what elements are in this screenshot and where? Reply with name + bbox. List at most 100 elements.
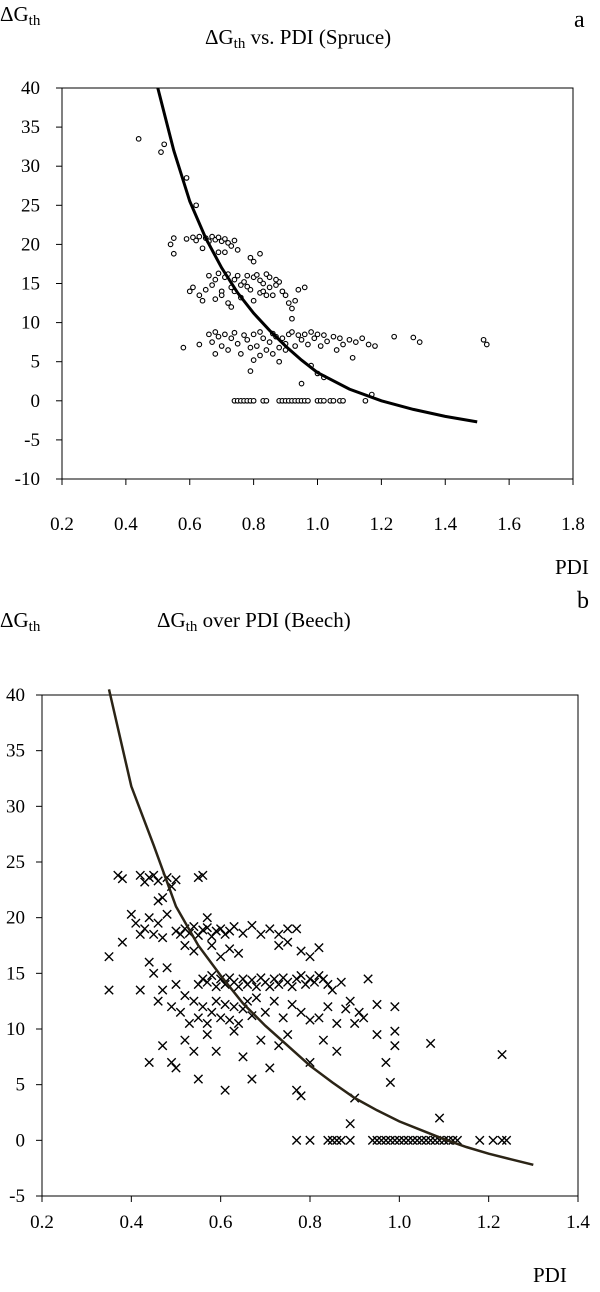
panel-b-point bbox=[305, 1135, 315, 1146]
panel-a-point bbox=[266, 274, 273, 281]
panel-b-point bbox=[291, 974, 302, 984]
panel-b-y-tick-label: 25 bbox=[6, 852, 25, 873]
panel-a-point bbox=[215, 270, 222, 277]
panel-b-point bbox=[202, 1018, 212, 1029]
panel-b-point bbox=[425, 1038, 436, 1049]
panel-b-point bbox=[332, 1135, 342, 1146]
panel-b-point bbox=[202, 912, 212, 923]
panel-a-point bbox=[231, 237, 238, 244]
panel-a-point bbox=[225, 300, 231, 306]
panel-a-point bbox=[257, 277, 263, 284]
panel-a-point bbox=[308, 329, 314, 335]
panel-b-point bbox=[372, 1135, 382, 1146]
panel-a-point bbox=[250, 297, 257, 304]
panel-b-y-tick-label: 5 bbox=[16, 1075, 26, 1096]
panel-a-point bbox=[410, 334, 417, 341]
panel-a-point bbox=[359, 335, 366, 342]
panel-b-point bbox=[314, 970, 324, 981]
panel-b-point bbox=[157, 985, 168, 995]
panel-a-plot-frame bbox=[61, 87, 574, 480]
panel-b-point bbox=[135, 870, 145, 881]
panel-b-plot-frame bbox=[41, 694, 579, 1197]
panel-a-y-tick-label: 10 bbox=[21, 313, 40, 334]
panel-b-point bbox=[153, 996, 163, 1006]
panel-a-point bbox=[352, 339, 359, 346]
panel-a-point bbox=[202, 286, 209, 293]
panel-a-point bbox=[257, 329, 263, 335]
panel-b-point bbox=[189, 946, 199, 956]
panel-a-fit-curve bbox=[156, 87, 478, 424]
panel-b-point bbox=[488, 1135, 498, 1146]
panel-a-point bbox=[311, 335, 318, 342]
panel-b-point bbox=[434, 1113, 445, 1123]
panel-a-point bbox=[250, 258, 257, 265]
panel-b-point bbox=[318, 974, 329, 984]
panel-b-point bbox=[135, 929, 145, 940]
panel-a-letter: a bbox=[574, 7, 585, 33]
panel-b-point bbox=[215, 1013, 226, 1023]
panel-b-point bbox=[247, 1010, 257, 1021]
panel-b-point bbox=[394, 1135, 405, 1146]
panel-a-point bbox=[346, 336, 353, 343]
panel-b-point bbox=[215, 974, 226, 984]
panel-b-point bbox=[287, 981, 297, 992]
panel-b-point bbox=[318, 1035, 329, 1045]
panel-a-point bbox=[183, 175, 190, 181]
panel-a-point bbox=[483, 341, 490, 348]
panel-a-point bbox=[362, 397, 369, 404]
panel-b-point bbox=[189, 1046, 199, 1056]
panel-b-point bbox=[300, 979, 311, 990]
panel-b-point bbox=[229, 921, 239, 932]
panel-a-point bbox=[298, 336, 305, 343]
panel-a-point bbox=[372, 343, 378, 349]
panel-a-point bbox=[305, 341, 311, 348]
panel-b-point bbox=[220, 979, 230, 990]
panel-a-x-tick-label: 1.8 bbox=[561, 514, 585, 535]
panel-a-point bbox=[241, 279, 247, 285]
panel-a-point bbox=[238, 351, 244, 357]
panel-b-point bbox=[153, 876, 163, 886]
panel-b-point bbox=[296, 1007, 306, 1017]
panel-b-point bbox=[198, 1002, 208, 1012]
panel-a-point bbox=[250, 357, 257, 363]
panel-b-title: ΔGth over PDI (Beech) bbox=[157, 608, 351, 635]
panel-b-point bbox=[224, 1015, 235, 1025]
panel-b-y-tick-label: 30 bbox=[6, 796, 25, 817]
panel-a-point bbox=[314, 331, 321, 338]
panel-a-point bbox=[241, 332, 247, 338]
panel-b-points bbox=[104, 870, 512, 1146]
panel-b-point bbox=[189, 996, 199, 1006]
panel-b-point bbox=[390, 1041, 400, 1051]
panel-a-point bbox=[209, 339, 215, 346]
panel-a-point bbox=[276, 344, 283, 351]
panel-a-point bbox=[321, 332, 327, 338]
panel-a-point bbox=[196, 292, 203, 299]
panel-b-y-axis: -5 0 5 10 15 20 25 30 35 40 bbox=[6, 685, 42, 1207]
panel-b-point bbox=[215, 951, 226, 962]
panel-b-y-tick-label: 15 bbox=[6, 963, 25, 984]
panel-b-point bbox=[144, 912, 154, 923]
panel-b-point bbox=[323, 1002, 333, 1012]
panel-a-point bbox=[250, 331, 257, 338]
panel-a-y-axis: -10 -5 0 5 10 15 20 25 30 35 40 bbox=[15, 78, 62, 490]
panel-b-point bbox=[265, 924, 275, 934]
panel-b-point bbox=[354, 1007, 364, 1017]
panel-a-point bbox=[228, 335, 235, 342]
panel-a-point bbox=[289, 329, 295, 335]
panel-b-point bbox=[381, 1057, 391, 1068]
panel-b-x-axis: 0.2 0.4 0.6 0.8 1.0 1.2 1.4 bbox=[30, 1196, 590, 1233]
panel-b-point bbox=[220, 1085, 230, 1095]
panel-b-point bbox=[332, 1046, 342, 1056]
panel-b-point bbox=[171, 875, 181, 885]
panel-b-point bbox=[233, 948, 244, 958]
panel-a-x-tick-label: 1.6 bbox=[497, 514, 521, 535]
panel-b-point bbox=[193, 1013, 204, 1023]
panel-a-point bbox=[365, 341, 372, 348]
panel-a-point bbox=[273, 276, 279, 283]
panel-b-point bbox=[390, 1026, 400, 1036]
panel-a-point bbox=[301, 331, 308, 338]
panel-a-y-tick-label: 35 bbox=[21, 117, 40, 138]
panel-b-point bbox=[238, 928, 248, 938]
panel-b-point bbox=[148, 870, 159, 881]
panel-b-point bbox=[104, 951, 114, 962]
